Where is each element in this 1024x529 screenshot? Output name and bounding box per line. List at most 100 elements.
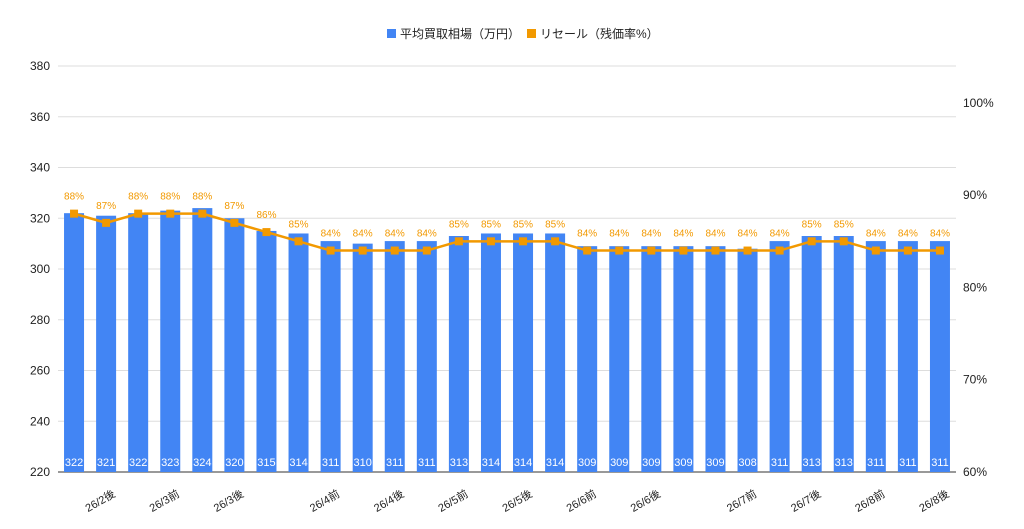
line-point xyxy=(935,246,944,255)
line-value-label: 87% xyxy=(224,201,244,212)
bar-value-label: 310 xyxy=(353,457,371,469)
line-value-label: 84% xyxy=(321,229,341,240)
line-value-label: 87% xyxy=(96,201,116,212)
line-point xyxy=(807,237,816,246)
x-tick-label: 26/5前 xyxy=(435,486,470,514)
x-tick-label: 26/3後 xyxy=(211,486,246,514)
bar xyxy=(64,213,85,473)
bar-series xyxy=(64,208,950,473)
x-tick-label: 26/2後 xyxy=(83,486,118,514)
bar xyxy=(897,241,918,472)
bar xyxy=(641,246,662,472)
line-value-label: 84% xyxy=(866,229,886,240)
bar xyxy=(673,246,694,472)
bar-value-label: 323 xyxy=(161,457,179,469)
bar-value-label: 321 xyxy=(97,457,115,469)
line-point xyxy=(326,246,335,255)
line-point xyxy=(551,237,560,246)
line-point xyxy=(615,246,624,255)
bar-value-label: 313 xyxy=(835,457,853,469)
line-point xyxy=(358,246,367,255)
bar-value-label: 311 xyxy=(386,457,404,469)
bar xyxy=(352,243,373,472)
line-point xyxy=(519,237,528,246)
line-value-label: 86% xyxy=(256,210,276,221)
bar-value-label: 309 xyxy=(578,457,596,469)
bar-value-label: 314 xyxy=(514,457,532,469)
line-value-label: 88% xyxy=(128,192,148,203)
line-point xyxy=(486,237,495,246)
bar xyxy=(96,215,117,472)
bar xyxy=(480,233,501,472)
line-value-label: 85% xyxy=(289,219,309,230)
bar-value-label: 311 xyxy=(899,457,917,469)
line-value-label: 84% xyxy=(770,229,790,240)
bar-value-label: 313 xyxy=(802,457,820,469)
line-point xyxy=(422,246,431,255)
bar xyxy=(384,241,405,472)
bar-value-label: 322 xyxy=(129,457,147,469)
line-point xyxy=(903,246,912,255)
line-point xyxy=(839,237,848,246)
x-tick-label: 26/7後 xyxy=(788,486,823,514)
line-value-label: 84% xyxy=(577,229,597,240)
x-axis: 26/2後 26/3前 26/3後 26/4前 26/4後 26/5前 26/5後 26/6前… xyxy=(83,486,952,514)
bar-value-label: 322 xyxy=(65,457,83,469)
x-tick-label: 26/8前 xyxy=(852,486,887,514)
bar-value-labels: 322 321 322 323 324 320 315 314 311 310 311 311 313 3… xyxy=(65,457,949,469)
bar xyxy=(609,246,630,472)
bar xyxy=(737,248,758,472)
x-tick-label: 26/4後 xyxy=(371,486,406,514)
bar-value-label: 311 xyxy=(322,457,340,469)
bar-value-label: 314 xyxy=(482,457,500,469)
y-right-tick-label: 80% xyxy=(963,280,987,294)
line-point xyxy=(647,246,656,255)
bar-value-label: 311 xyxy=(418,457,436,469)
y-left-tick-label: 300 xyxy=(30,262,50,276)
line-point xyxy=(711,246,720,255)
y-right-tick-label: 60% xyxy=(963,465,987,479)
bar-value-label: 314 xyxy=(289,457,307,469)
line-value-label: 85% xyxy=(449,219,469,230)
bar-value-label: 309 xyxy=(610,457,628,469)
bar xyxy=(545,233,566,472)
line-series: 88% 87% 88% 88% 88% 87% 86% 85% 84% 84% 84% 84% 85% 8… xyxy=(64,192,950,255)
x-tick-label: 26/4前 xyxy=(307,486,342,514)
bar-value-label: 324 xyxy=(193,457,211,469)
bar xyxy=(256,230,277,472)
bar xyxy=(320,241,341,472)
line-point xyxy=(390,246,399,255)
line-point xyxy=(70,209,79,218)
x-tick-label: 26/5後 xyxy=(499,486,534,514)
x-tick-label: 26/6後 xyxy=(628,486,663,514)
y-left-tick-label: 260 xyxy=(30,364,50,378)
bar-value-label: 309 xyxy=(674,457,692,469)
bar xyxy=(705,246,726,472)
line-value-label: 85% xyxy=(802,219,822,230)
line-value-label: 84% xyxy=(738,229,758,240)
line-point xyxy=(134,209,143,218)
line-value-label: 88% xyxy=(64,192,84,203)
line-point xyxy=(454,237,463,246)
legend-line-label: リセール（残価率%） xyxy=(540,26,659,41)
bar xyxy=(416,241,437,472)
bar-value-label: 315 xyxy=(257,457,275,469)
resale-line xyxy=(73,212,940,252)
bar-value-label: 308 xyxy=(738,457,756,469)
bar-value-label: 314 xyxy=(546,457,564,469)
line-value-label: 84% xyxy=(641,229,661,240)
line-point xyxy=(198,209,207,218)
y-left-tick-label: 320 xyxy=(30,211,50,225)
line-value-label: 85% xyxy=(545,219,565,230)
bar xyxy=(833,236,854,472)
y-left-tick-label: 360 xyxy=(30,110,50,124)
line-value-label: 85% xyxy=(513,219,533,230)
line-point xyxy=(294,237,303,246)
line-point xyxy=(166,209,175,218)
line-point xyxy=(679,246,688,255)
left-axis: 220 240 260 280 300 320 340 360 380 xyxy=(30,59,50,479)
y-left-tick-label: 340 xyxy=(30,161,50,175)
y-left-tick-label: 280 xyxy=(30,313,50,327)
bar-value-label: 309 xyxy=(642,457,660,469)
